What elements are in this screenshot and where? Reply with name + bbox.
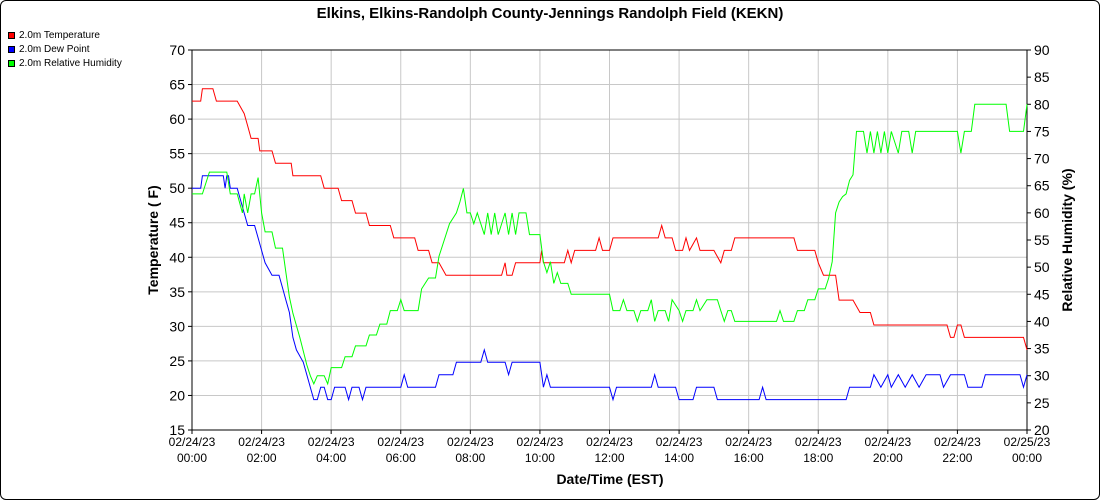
legend-swatch-dew-point bbox=[8, 45, 15, 53]
legend-label-temperature: 2.0m Temperature bbox=[19, 29, 100, 41]
dew-point-series-line bbox=[192, 175, 1028, 402]
right-tick-label: 25 bbox=[1034, 395, 1050, 411]
x-tick-date-label: 02/24/23 bbox=[308, 435, 355, 449]
left-tick-label: 50 bbox=[169, 180, 185, 196]
chart-legend: 2.0m Temperature 2.0m Dew Point 2.0m Rel… bbox=[8, 28, 122, 70]
x-tick-time-label: 14:00 bbox=[664, 451, 694, 465]
right-tick-label: 85 bbox=[1034, 69, 1050, 85]
x-tick-date-label: 02/24/23 bbox=[864, 435, 911, 449]
legend-swatch-relative-humidity bbox=[8, 59, 15, 67]
right-tick-label: 35 bbox=[1034, 341, 1050, 357]
x-tick-time-label: 00:00 bbox=[177, 451, 207, 465]
right-tick-label: 50 bbox=[1034, 259, 1050, 275]
x-tick-date-label: 02/24/23 bbox=[725, 435, 772, 449]
x-tick-date-label: 02/25/23 bbox=[1004, 435, 1051, 449]
x-axis-ticks: 02/24/23 00:00 02/24/23 02:00 02/24/23 04:00 0… bbox=[169, 430, 1051, 465]
grid-layer bbox=[191, 49, 1028, 431]
series-layer bbox=[192, 88, 1028, 402]
x-tick-date-label: 02/24/23 bbox=[447, 435, 494, 449]
relative-humidity-series-line bbox=[192, 103, 1028, 386]
left-tick-label: 15 bbox=[169, 422, 185, 438]
x-axis-label: Date/Time (EST) bbox=[556, 471, 663, 487]
x-tick-time-label: 02:00 bbox=[247, 451, 277, 465]
right-tick-label: 70 bbox=[1034, 151, 1050, 167]
x-tick-date-label: 02/24/23 bbox=[238, 435, 285, 449]
x-tick-time-label: 12:00 bbox=[594, 451, 624, 465]
left-tick-label: 60 bbox=[169, 111, 185, 127]
left-tick-label: 65 bbox=[169, 77, 185, 93]
right-tick-label: 65 bbox=[1034, 178, 1050, 194]
x-tick-time-label: 18:00 bbox=[803, 451, 833, 465]
legend-label-dew-point: 2.0m Dew Point bbox=[19, 43, 90, 55]
legend-swatch-temperature bbox=[8, 31, 15, 39]
x-tick-date-label: 02/24/23 bbox=[586, 435, 633, 449]
right-tick-label: 30 bbox=[1034, 368, 1050, 384]
x-tick-time-label: 22:00 bbox=[942, 451, 972, 465]
right-tick-label: 75 bbox=[1034, 123, 1050, 139]
right-tick-label: 55 bbox=[1034, 232, 1050, 248]
x-tick-time-label: 08:00 bbox=[455, 451, 485, 465]
right-tick-label: 45 bbox=[1034, 286, 1050, 302]
x-tick-time-label: 16:00 bbox=[734, 451, 764, 465]
legend-item-relative-humidity: 2.0m Relative Humidity bbox=[8, 56, 122, 70]
x-tick-time-label: 10:00 bbox=[525, 451, 555, 465]
right-axis-label: Relative Humidity (%) bbox=[1059, 168, 1075, 311]
left-tick-label: 20 bbox=[169, 387, 185, 403]
x-tick-date-label: 02/24/23 bbox=[517, 435, 564, 449]
x-tick-time-label: 06:00 bbox=[386, 451, 416, 465]
legend-label-relative-humidity: 2.0m Relative Humidity bbox=[19, 57, 122, 69]
x-tick-date-label: 02/24/23 bbox=[934, 435, 981, 449]
left-tick-label: 25 bbox=[169, 353, 185, 369]
x-tick-date-label: 02/24/23 bbox=[169, 435, 216, 449]
left-tick-label: 55 bbox=[169, 146, 185, 162]
right-tick-label: 90 bbox=[1034, 42, 1050, 58]
right-axis-ticks: 20 25 30 35 40 45 50 55 60 65 70 75 80 85 90 bbox=[1027, 42, 1050, 438]
x-tick-date-label: 02/24/23 bbox=[656, 435, 703, 449]
temperature-series-line bbox=[192, 88, 1028, 351]
left-tick-label: 35 bbox=[169, 284, 185, 300]
x-tick-date-label: 02/24/23 bbox=[377, 435, 424, 449]
left-axis-label: Temperature ( F) bbox=[145, 185, 161, 294]
legend-item-temperature: 2.0m Temperature bbox=[8, 28, 122, 42]
chart-title: Elkins, Elkins-Randolph County-Jennings … bbox=[317, 5, 784, 22]
legend-item-dew-point: 2.0m Dew Point bbox=[8, 42, 122, 56]
left-tick-label: 30 bbox=[169, 318, 185, 334]
x-tick-time-label: 20:00 bbox=[873, 451, 903, 465]
left-tick-label: 70 bbox=[169, 42, 185, 58]
right-tick-label: 40 bbox=[1034, 313, 1050, 329]
left-tick-label: 40 bbox=[169, 249, 185, 265]
right-tick-label: 20 bbox=[1034, 422, 1050, 438]
right-tick-label: 60 bbox=[1034, 205, 1050, 221]
right-tick-label: 80 bbox=[1034, 96, 1050, 112]
left-axis-ticks: 15 20 25 30 35 40 45 50 55 60 65 70 bbox=[169, 42, 192, 438]
x-tick-time-label: 00:00 bbox=[1012, 451, 1042, 465]
left-tick-label: 45 bbox=[169, 215, 185, 231]
x-tick-date-label: 02/24/23 bbox=[795, 435, 842, 449]
x-tick-time-label: 04:00 bbox=[316, 451, 346, 465]
